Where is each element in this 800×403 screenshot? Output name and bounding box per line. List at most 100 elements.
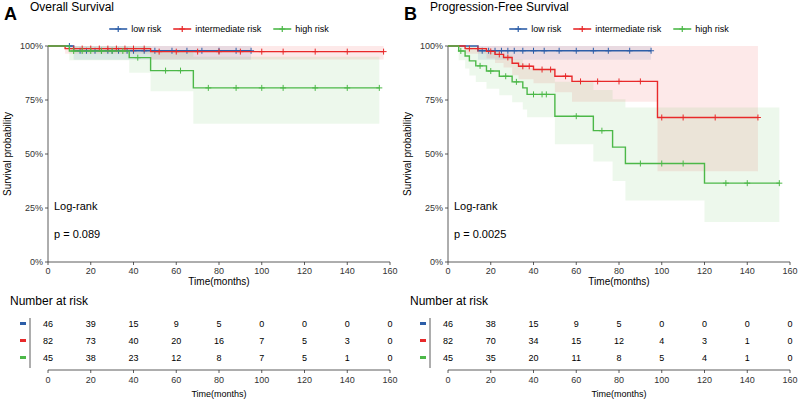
censor-mark xyxy=(344,85,350,91)
censor-mark xyxy=(659,161,665,167)
y-tick xyxy=(45,154,48,155)
x-tick xyxy=(790,370,791,373)
censor-mark xyxy=(520,63,526,69)
censor-mark xyxy=(531,91,537,97)
censor-mark xyxy=(88,48,94,54)
censor-mark xyxy=(152,48,158,54)
censor-mark xyxy=(79,48,85,54)
x-tick xyxy=(219,262,220,265)
censor-mark xyxy=(109,48,115,54)
at-risk-count: 5 xyxy=(302,336,307,346)
x-tick-label: 140 xyxy=(340,266,355,276)
x-tick xyxy=(176,370,177,373)
panel: BProgression-Free Survival0%25%50%75%100… xyxy=(402,0,798,399)
censor-mark xyxy=(712,114,718,120)
at-risk-count: 46 xyxy=(43,319,53,329)
title: Progression-Free Survival xyxy=(430,0,569,14)
censor-mark xyxy=(531,48,537,54)
x-tick-label: 40 xyxy=(528,375,538,385)
x-tick-label: 140 xyxy=(740,375,755,385)
y-tick-label: 100% xyxy=(20,41,43,51)
x-tick xyxy=(619,370,620,373)
y-axis-label: Survival probability xyxy=(402,112,413,196)
at-risk-count: 5 xyxy=(616,319,621,329)
x-tick xyxy=(90,370,91,373)
x-tick xyxy=(533,370,534,373)
y-axis-label: Survival probability xyxy=(2,112,13,196)
censor-mark xyxy=(131,46,137,52)
x-tick-label: 160 xyxy=(382,266,397,276)
censor-mark xyxy=(178,68,184,74)
x-tick-label: 0 xyxy=(445,266,450,276)
at-risk-count: 1 xyxy=(345,353,350,363)
legend-item: low risk xyxy=(509,24,562,34)
censor-mark xyxy=(573,48,579,54)
censor-mark xyxy=(776,180,782,186)
at-risk-count: 20 xyxy=(528,353,538,363)
x-tick-label: 80 xyxy=(214,375,224,385)
censor-mark xyxy=(541,48,547,54)
x-tick xyxy=(261,262,262,265)
y-tick-label: 100% xyxy=(420,41,443,51)
censor-mark xyxy=(505,48,511,54)
censor-mark xyxy=(141,46,147,52)
x-tick-label: 0 xyxy=(45,375,50,385)
y-tick xyxy=(45,262,48,263)
at-risk-count: 1 xyxy=(745,353,750,363)
censor-mark xyxy=(488,48,494,54)
censor-mark xyxy=(627,48,633,54)
censor-mark xyxy=(543,91,549,97)
at-risk-count: 0 xyxy=(387,319,392,329)
censor-mark xyxy=(605,48,611,54)
y-tick-label: 0% xyxy=(30,257,43,267)
y-tick xyxy=(445,100,448,101)
censor-mark xyxy=(98,48,104,54)
x-tick xyxy=(490,370,491,373)
censor-mark xyxy=(259,85,265,91)
censor-mark xyxy=(578,78,584,84)
risk-table-axis xyxy=(30,318,31,368)
risk-table: Number at risk46391595000082734020167530… xyxy=(10,294,398,399)
at-risk-count: 0 xyxy=(345,319,350,329)
at-risk-count: 0 xyxy=(387,336,392,346)
x-tick xyxy=(490,262,491,265)
survival-curve xyxy=(448,46,651,51)
at-risk-count: 38 xyxy=(486,319,496,329)
at-risk-count: 0 xyxy=(259,319,264,329)
x-tick xyxy=(790,262,791,265)
censor-mark xyxy=(312,85,318,91)
at-risk-count: 0 xyxy=(745,319,750,329)
at-risk-count: 15 xyxy=(528,319,538,329)
x-tick xyxy=(48,262,49,265)
at-risk-count: 15 xyxy=(128,319,138,329)
censor-mark xyxy=(680,114,686,120)
risk-table-axis xyxy=(430,318,431,368)
survival-curve xyxy=(448,46,779,183)
at-risk-count: 20 xyxy=(171,336,181,346)
risk-row-swatch xyxy=(420,322,426,325)
censor-mark xyxy=(216,48,222,54)
x-tick-label: 100 xyxy=(654,375,669,385)
censor-mark xyxy=(590,48,596,54)
at-risk-count: 23 xyxy=(128,353,138,363)
survival-curve xyxy=(48,46,379,88)
at-risk-count: 0 xyxy=(302,319,307,329)
at-risk-count: 45 xyxy=(43,353,53,363)
censor-mark xyxy=(169,48,175,54)
at-risk-count: 73 xyxy=(86,336,96,346)
censor-mark xyxy=(505,54,511,60)
y-tick xyxy=(445,208,448,209)
at-risk-count: 0 xyxy=(702,319,707,329)
legend-item: high risk xyxy=(273,24,329,34)
x-tick xyxy=(133,262,134,265)
censor-mark xyxy=(595,78,601,84)
at-risk-count: 82 xyxy=(443,336,453,346)
at-risk-count: 45 xyxy=(443,353,453,363)
x-tick-label: 60 xyxy=(171,375,181,385)
censor-mark xyxy=(616,78,622,84)
censor-mark xyxy=(71,48,77,54)
y-tick-label: 0% xyxy=(430,257,443,267)
at-risk-count: 8 xyxy=(616,353,621,363)
censor-mark xyxy=(233,85,239,91)
x-tick-label: 160 xyxy=(382,375,397,385)
